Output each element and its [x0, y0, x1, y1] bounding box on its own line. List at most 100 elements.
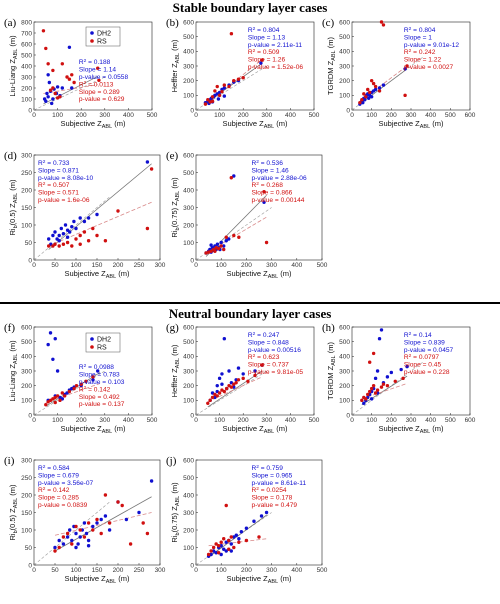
- x-tick-label: 100: [366, 112, 377, 119]
- data-point-dh2: [86, 544, 91, 548]
- data-point-rs: [373, 391, 378, 395]
- data-point-dh2: [234, 533, 239, 537]
- panel-label: (i): [4, 455, 15, 467]
- stat-line: p-value = 0.0839: [38, 502, 88, 509]
- data-point-dh2: [44, 99, 48, 103]
- data-point-rs: [62, 394, 67, 398]
- stat-line: R2 = 0.623: [248, 353, 280, 361]
- data-point-rs: [70, 542, 74, 546]
- x-tick-label: 0: [350, 112, 354, 119]
- data-point-dh2: [86, 538, 91, 543]
- data-point-dh2: [209, 243, 213, 247]
- data-point-dh2: [61, 232, 66, 236]
- data-point-rs: [70, 244, 74, 248]
- stat-line: Slope = 1.14: [79, 67, 117, 74]
- data-point-rs: [381, 23, 386, 27]
- stat-line: p-value = 0.0027: [404, 64, 454, 71]
- y-tick-label: 100: [21, 527, 32, 534]
- stat-line: R2 = 0.507: [38, 181, 70, 189]
- x-axis-label: Subjective ZABL (m): [222, 119, 288, 130]
- stat-line: p-value = 0.629: [79, 96, 125, 103]
- data-point-dh2: [107, 528, 112, 532]
- data-point-dh2: [46, 73, 50, 77]
- data-point-rs: [91, 375, 95, 379]
- data-point-rs: [373, 84, 378, 89]
- stat-line: Slope = 0.783: [79, 372, 120, 379]
- data-point-rs: [103, 493, 108, 497]
- x-tick-label: 600: [465, 417, 476, 424]
- data-point-rs: [72, 386, 76, 391]
- data-point-dh2: [51, 233, 55, 238]
- data-point-rs: [95, 233, 99, 238]
- chart-panel: 0 100 200 300 400 500 0 100 200 300 400 500 600 700 80…: [4, 17, 158, 130]
- data-point-rs: [65, 75, 69, 79]
- data-point-rs: [222, 83, 227, 87]
- data-point-dh2: [149, 479, 154, 483]
- stat-line: R2 = 0.0988: [79, 363, 114, 371]
- x-tick-label: 300: [261, 112, 272, 119]
- data-point-rs: [360, 398, 364, 403]
- data-point-rs: [364, 397, 368, 401]
- data-point-dh2: [385, 375, 390, 379]
- y-tick-label: 400: [183, 49, 194, 56]
- data-point-rs: [381, 382, 386, 386]
- data-point-rs: [227, 547, 231, 551]
- data-point-rs: [227, 84, 231, 89]
- y-tick-label: 0: [28, 562, 32, 569]
- data-point-dh2: [373, 87, 378, 92]
- data-point-dh2: [227, 237, 231, 241]
- x-tick-label: 500: [147, 112, 158, 119]
- x-tick-label: 100: [214, 112, 225, 119]
- data-point-rs: [61, 242, 66, 246]
- y-tick-label: 300: [183, 368, 194, 375]
- data-point-rs: [224, 235, 228, 239]
- stat-line: p-value = 0.0457: [404, 347, 454, 354]
- x-tick-label: 400: [291, 567, 302, 574]
- y-tick-label: 400: [339, 354, 350, 361]
- data-point-rs: [58, 398, 62, 403]
- x-axis-label: Subjective ZABL (m): [226, 574, 292, 585]
- data-point-dh2: [91, 524, 95, 529]
- y-tick-label: 200: [183, 222, 194, 229]
- data-point-dh2: [377, 337, 382, 341]
- x-tick-label: 0: [32, 567, 36, 574]
- stat-line: R2 = 0.247: [248, 331, 280, 339]
- y-axis-label: Liu-Liang ZABL (m): [8, 340, 19, 402]
- data-point-dh2: [259, 514, 264, 518]
- one-to-one-line: [33, 196, 110, 261]
- data-point-dh2: [224, 540, 228, 544]
- x-tick-label: 250: [134, 567, 145, 574]
- data-point-dh2: [222, 337, 227, 341]
- fit-line-rs: [207, 376, 263, 403]
- y-tick-label: 200: [339, 383, 350, 390]
- data-point-dh2: [68, 230, 72, 234]
- stat-line: Slope = 0.848: [248, 339, 289, 346]
- data-point-rs: [222, 389, 227, 394]
- data-point-rs: [369, 386, 374, 391]
- y-tick-label: 300: [339, 63, 350, 70]
- data-point-rs: [60, 391, 65, 395]
- y-tick-label: 500: [183, 170, 194, 177]
- data-point-dh2: [137, 510, 141, 515]
- y-tick-label: 100: [339, 398, 350, 405]
- data-point-dh2: [78, 216, 82, 220]
- stat-line: Slope = 0.289: [79, 89, 120, 96]
- fit-line-rs: [45, 383, 101, 403]
- x-tick-label: 100: [71, 567, 82, 574]
- panel-label: (a): [4, 17, 17, 29]
- data-point-dh2: [219, 240, 223, 245]
- data-point-dh2: [215, 383, 219, 388]
- stat-line: Slope = 1.13: [248, 34, 286, 41]
- data-point-rs: [237, 540, 241, 544]
- stat-line: p-value = 0.00516: [248, 347, 301, 354]
- data-point-dh2: [224, 239, 228, 243]
- y-tick-label: 250: [21, 170, 32, 177]
- y-tick-label: 100: [183, 398, 194, 405]
- data-point-rs: [99, 531, 103, 536]
- y-tick-label: 300: [21, 457, 32, 464]
- stat-line: p-value = 1.52e-06: [248, 64, 304, 71]
- data-point-dh2: [236, 366, 241, 370]
- y-tick-label: 400: [21, 63, 32, 70]
- stat-line: p-value = 9.01e-12: [404, 42, 460, 49]
